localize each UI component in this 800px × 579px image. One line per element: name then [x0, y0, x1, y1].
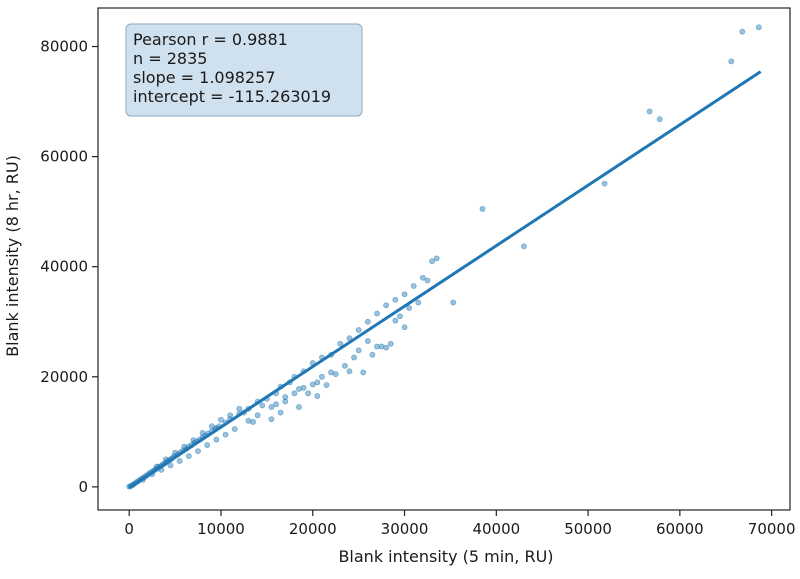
- data-point: [291, 390, 298, 397]
- x-tick-label: 0: [124, 520, 134, 538]
- data-point: [392, 296, 399, 303]
- data-point: [656, 116, 663, 123]
- data-point: [296, 404, 302, 410]
- data-point: [236, 405, 243, 412]
- data-point: [755, 24, 762, 31]
- data-point: [410, 283, 417, 289]
- data-point: [646, 108, 653, 115]
- data-point: [204, 442, 211, 448]
- data-point: [337, 340, 344, 347]
- data-point: [218, 416, 224, 423]
- data-point: [374, 343, 380, 350]
- data-point: [374, 310, 380, 317]
- data-point: [450, 299, 457, 306]
- data-point: [176, 458, 183, 464]
- points-layer: [126, 24, 762, 490]
- data-point: [424, 277, 431, 284]
- data-point: [245, 417, 252, 424]
- data-point: [319, 373, 325, 380]
- x-tick-label: 50000: [564, 520, 612, 538]
- data-point: [397, 313, 403, 320]
- data-point: [601, 180, 608, 187]
- data-point: [300, 384, 307, 391]
- data-point: [341, 362, 348, 369]
- data-point: [314, 379, 321, 386]
- plot-frame: [97, 7, 791, 511]
- data-point: [250, 419, 257, 425]
- y-tick-label: 80000: [40, 38, 88, 56]
- data-point: [213, 436, 220, 443]
- data-point: [296, 386, 302, 392]
- data-point: [739, 28, 746, 35]
- stats-box-background: [125, 23, 363, 117]
- data-point: [406, 305, 413, 311]
- data-point: [383, 302, 390, 309]
- data-point: [268, 404, 275, 410]
- data-point: [351, 354, 357, 361]
- data-point: [401, 324, 408, 331]
- data-point: [305, 390, 312, 397]
- stats-line: Pearson r = 0.9881: [133, 30, 288, 49]
- y-tick-label: 40000: [40, 258, 88, 276]
- data-point: [378, 343, 385, 350]
- data-point: [401, 291, 408, 298]
- stats-line: intercept = -115.263019: [133, 87, 331, 106]
- regression-line: [128, 70, 762, 489]
- y-tick-label: 20000: [40, 368, 88, 386]
- data-point: [360, 369, 367, 376]
- data-point: [355, 347, 362, 354]
- y-tick-label: 0: [78, 478, 88, 496]
- y-tick-label: 60000: [40, 148, 88, 166]
- x-tick-label: 70000: [748, 520, 796, 538]
- data-point: [273, 401, 279, 408]
- data-point: [277, 409, 284, 416]
- x-tick-label: 40000: [472, 520, 520, 538]
- data-point: [222, 431, 229, 438]
- data-point: [231, 426, 238, 432]
- data-point: [282, 398, 289, 405]
- data-point: [268, 416, 275, 423]
- data-point: [190, 437, 197, 443]
- data-point: [323, 382, 330, 388]
- data-point: [309, 381, 316, 388]
- data-point: [383, 344, 390, 351]
- stats-line: slope = 1.098257: [133, 68, 276, 87]
- x-tick-label: 30000: [381, 520, 429, 538]
- data-point: [364, 318, 371, 325]
- data-point: [419, 274, 426, 281]
- data-point: [415, 299, 422, 306]
- data-point: [387, 340, 394, 347]
- data-point: [172, 449, 178, 456]
- x-tick-label: 60000: [656, 520, 704, 538]
- data-point: [167, 462, 174, 469]
- data-point: [199, 430, 206, 436]
- data-point: [392, 317, 399, 324]
- x-tick-label: 10000: [197, 520, 245, 538]
- data-point: [259, 402, 266, 409]
- data-point: [479, 206, 486, 212]
- data-point: [433, 255, 440, 262]
- data-point: [282, 394, 289, 401]
- data-point: [346, 368, 353, 375]
- data-point: [355, 327, 362, 333]
- data-point: [185, 453, 192, 459]
- data-point: [328, 369, 335, 376]
- data-point: [254, 412, 261, 419]
- x-axis-label: Blank intensity (5 min, RU): [338, 547, 553, 566]
- fit-line-layer: [128, 70, 762, 489]
- data-point: [181, 443, 188, 450]
- data-point: [429, 258, 435, 265]
- data-point: [520, 243, 527, 250]
- data-point: [369, 351, 376, 358]
- x-tick-label: 20000: [289, 520, 337, 538]
- y-axis-label: Blank intensity (8 hr, RU): [3, 155, 22, 357]
- data-point: [728, 58, 735, 65]
- data-point: [314, 393, 321, 399]
- data-point: [364, 338, 371, 344]
- data-point: [195, 448, 201, 455]
- axes-layer: 0 10000 20000 30000 40000 50000 60000 70000 0 200…: [40, 7, 796, 538]
- stats-line: n = 2835: [133, 49, 207, 68]
